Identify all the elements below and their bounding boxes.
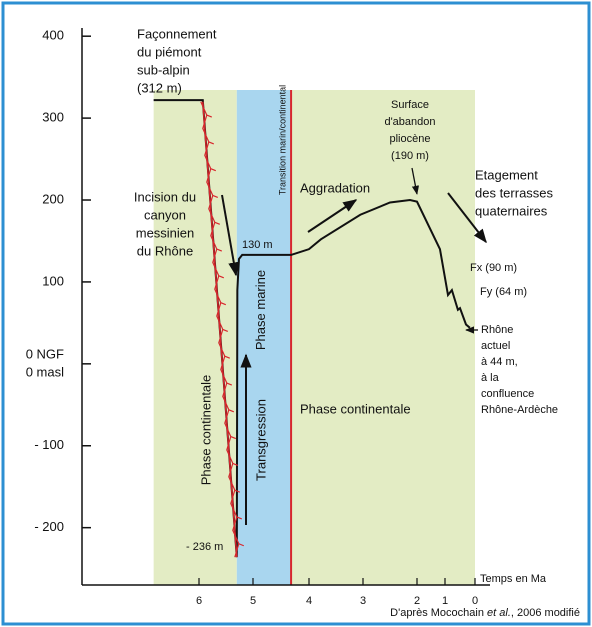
annotation: Transgression [253,399,268,481]
annotation: Fx (90 m) [470,262,517,274]
annotation: pliocène [390,133,431,145]
x-tick-label: 2 [414,595,420,607]
annotation: (190 m) [391,150,429,162]
x-tick-label: 5 [250,595,256,607]
annotation: Etagement [475,167,538,182]
annotation: (312 m) [137,80,182,95]
x-tick-label: 0 [472,595,478,607]
annotation: Aggradation [300,180,370,195]
arrow [411,167,420,195]
series-line [153,99,471,558]
annotation: quaternaires [475,203,548,218]
annotation: Façonnement [137,26,217,41]
y-tick-label: 0 masl [26,364,64,379]
arrow [447,192,487,244]
annotation: du piémont [137,44,202,59]
annotation: sub-alpin [137,62,190,77]
annotation: à la [481,372,500,384]
annotation: - 236 m [186,541,223,553]
source-part: D'après Mocochain [390,607,487,619]
annotation: actuel [481,340,510,352]
source: D'après Mocochain et al., 2006 modifié [390,607,580,619]
annotation: canyon [144,207,186,222]
annotation: Rhône-Ardèche [481,404,558,416]
phase-label: Phase continentale [300,401,411,416]
annotation: des terrasses [475,185,554,200]
x-tick-label: 6 [196,595,202,607]
annotation: confluence [481,388,534,400]
annotation: Surface [391,99,429,111]
phase-region [291,90,475,585]
x-tick-label: 3 [360,595,366,607]
annotation: à 44 m, [481,356,518,368]
y-tick-label: 200 [42,191,64,206]
x-tick-label: 1 [442,595,448,607]
source-part: et al. [487,607,511,619]
source-part: , 2006 modifié [511,607,580,619]
arrow [221,194,240,277]
transition-label: Transition marin/continental [277,85,287,195]
y-tick-label: 300 [42,110,64,125]
y-tick-label: 0 NGF [26,346,64,361]
annotation: 130 m [242,239,273,251]
y-tick-label: 100 [42,273,64,288]
annotation: Incision du [134,189,196,204]
annotation: Fy (64 m) [480,286,527,298]
annotation: d'abandon [384,116,435,128]
x-tick-label: 4 [306,595,312,607]
annotation: Rhône [481,324,513,336]
arrow [307,199,358,233]
phase-label: Phase marine [253,270,268,350]
annotation: messinien [136,225,195,240]
incision-teeth [200,101,245,558]
y-tick-label: - 100 [34,437,64,452]
y-tick-label: 400 [42,28,64,43]
x-axis-label: Temps en Ma [480,573,547,585]
phase-label: Phase continentale [199,375,214,486]
phase-region [153,90,237,585]
annotation: du Rhône [137,243,193,258]
y-tick-label: - 200 [34,519,64,534]
